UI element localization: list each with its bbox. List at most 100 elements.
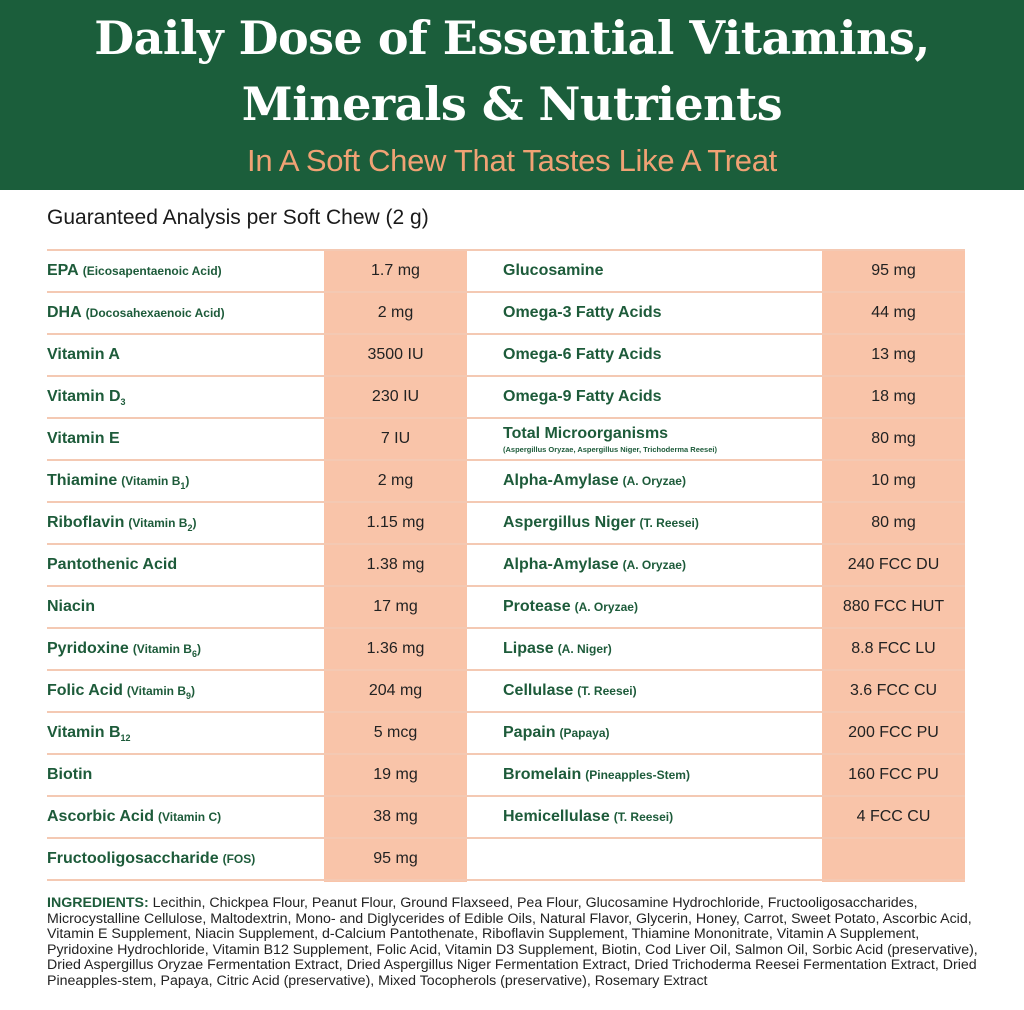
nutrient-value [822,838,965,880]
nutrient-detail: (A. Oryzae) [622,558,686,572]
nutrient-value: 1.36 mg [366,640,425,657]
nutrient-value: 2 mg [377,472,414,489]
nutrient-detail: (Vitamin B6) [132,641,201,659]
nutrient-name: Glucosamine [503,262,604,279]
nutrient-value: 38 mg [373,808,418,825]
headline-line-1: Daily Dose of Essential Vitamins, [94,11,930,65]
nutrient-label: Fructooligosaccharide (FOS) [47,838,255,880]
nutrient-name: Vitamin A [47,346,120,363]
nutrient-detail: (A. Oryzae) [574,600,638,614]
right-value-column-bg [822,250,965,882]
row-divider [47,585,965,587]
row-divider [47,669,965,671]
nutrient-label: Lipase (A. Niger) [503,628,612,670]
nutrient-value: 230 IU [371,388,420,405]
nutrient-detail: (Eicosapentaenoic Acid) [82,264,222,278]
row-divider [47,501,965,503]
nutrient-value: 1.7 mg [371,262,420,279]
nutrient-name: Vitamin E [47,430,120,447]
nutrient-value: 3.6 FCC CU [849,682,938,699]
nutrient-name: Papain [503,724,556,741]
nutrient-value: 1.38 mg [366,556,425,573]
nutrient-detail: (Vitamin B2) [128,515,197,533]
nutrient-detail: (Vitamin C) [158,810,222,824]
nutrient-value: 17 mg [373,598,418,615]
nutrient-label: Hemicellulase (T. Reesei) [503,796,673,838]
row-divider [47,879,965,881]
nutrient-detail: (Vitamin B1) [121,473,190,491]
nutrient-name: Biotin [47,766,93,783]
row-divider [47,417,965,419]
nutrient-name: Thiamine [47,471,118,489]
row-divider [47,627,965,629]
nutrient-value: 160 FCC PU [848,766,939,783]
nutrient-label: Glucosamine [503,250,603,292]
nutrient-detail: (T. Reesei) [613,810,674,824]
nutrient-label: Pantothenic Acid [47,544,177,586]
nutrient-name: Pyridoxine [47,639,129,657]
nutrient-name: Hemicellulase [503,808,610,825]
row-divider [47,459,965,461]
nutrient-label: Omega-9 Fatty Acids [503,376,662,418]
nutrient-value: 5 mcg [373,724,418,741]
nutrient-value: 204 mg [368,682,423,699]
nutrient-name: Niacin [47,598,96,615]
nutrient-label: EPA (Eicosapentaenoic Acid) [47,250,222,292]
nutrient-name: Omega-6 Fatty Acids [503,346,662,363]
analysis-title: Guaranteed Analysis per Soft Chew (2 g) [47,206,429,229]
nutrient-value: 880 FCC HUT [842,598,945,615]
nutrient-name: Aspergillus Niger [503,514,636,531]
nutrient-label: Papain (Papaya) [503,712,610,754]
nutrient-name: Folic Acid [47,681,123,699]
nutrient-detail: (Docosahexaenoic Acid) [85,306,225,320]
nutrient-subscript: 12 [120,732,131,743]
nutrient-label: Bromelain (Pineapples-Stem) [503,754,690,796]
headline-line-2: Minerals & Nutrients [241,77,783,131]
nutrient-value: 1.15 mg [366,514,425,531]
nutrient-name: Pantothenic Acid [47,556,178,573]
nutrient-label: Total Microorganisms (Aspergillus Oryzae,… [503,418,717,460]
nutrient-value: 2 mg [377,304,414,321]
nutrient-label: Pyridoxine (Vitamin B6) [47,628,201,670]
ingredients-text: Lecithin, Chickpea Flour, Peanut Flour, … [47,895,978,989]
nutrient-label: Cellulase (T. Reesei) [503,670,637,712]
ingredients-block: INGREDIENTS: Lecithin, Chickpea Flour, P… [47,895,987,989]
nutrient-name: Omega-9 Fatty Acids [503,388,662,405]
nutrient-value: 200 FCC PU [848,724,939,741]
nutrient-label: Thiamine (Vitamin B1) [47,460,189,502]
row-divider [47,711,965,713]
nutrient-detail: (Vitamin B9) [126,683,195,701]
nutrient-name: Ascorbic Acid [47,808,154,825]
nutrient-value: 80 mg [871,514,916,531]
nutrient-detail: (A. Niger) [557,642,612,656]
nutrient-value: 7 IU [380,430,411,447]
nutrient-name: Riboflavin [47,513,125,531]
nutrient-name: Vitamin B [47,723,121,741]
nutrient-label: Riboflavin (Vitamin B2) [47,502,196,544]
nutrient-label: Vitamin B12 [47,712,131,754]
nutrient-value: 95 mg [871,262,916,279]
nutrient-name: Fructooligosaccharide [47,850,219,867]
nutrient-label: Protease (A. Oryzae) [503,586,638,628]
row-divider [47,837,965,839]
nutrient-name: Omega-3 Fatty Acids [503,304,662,321]
nutrient-name: Alpha-Amylase [503,556,619,573]
nutrient-label: Vitamin D3 [47,376,126,418]
nutrient-detail: (A. Oryzae) [622,474,686,488]
row-divider [47,375,965,377]
nutrient-note: (Aspergillus Oryzae, Aspergillus Niger, … [503,444,717,454]
nutrient-label: Alpha-Amylase (A. Oryzae) [503,460,686,502]
ingredients-label: INGREDIENTS: [47,895,149,911]
nutrient-name: Vitamin D [47,387,121,405]
header-banner: Daily Dose of Essential Vitamins, Minera… [0,0,1024,190]
nutrient-label: Biotin [47,754,92,796]
nutrient-name: Alpha-Amylase [503,472,619,489]
nutrient-value: 4 FCC CU [856,808,931,825]
nutrient-detail: (T. Reesei) [577,684,637,698]
nutrient-label: Folic Acid (Vitamin B9) [47,670,195,712]
nutrient-value: 240 FCC DU [847,556,940,573]
row-divider [47,543,965,545]
nutrient-label: Niacin [47,586,95,628]
nutrient-label: DHA (Docosahexaenoic Acid) [47,292,225,334]
nutrient-value: 80 mg [871,430,916,447]
